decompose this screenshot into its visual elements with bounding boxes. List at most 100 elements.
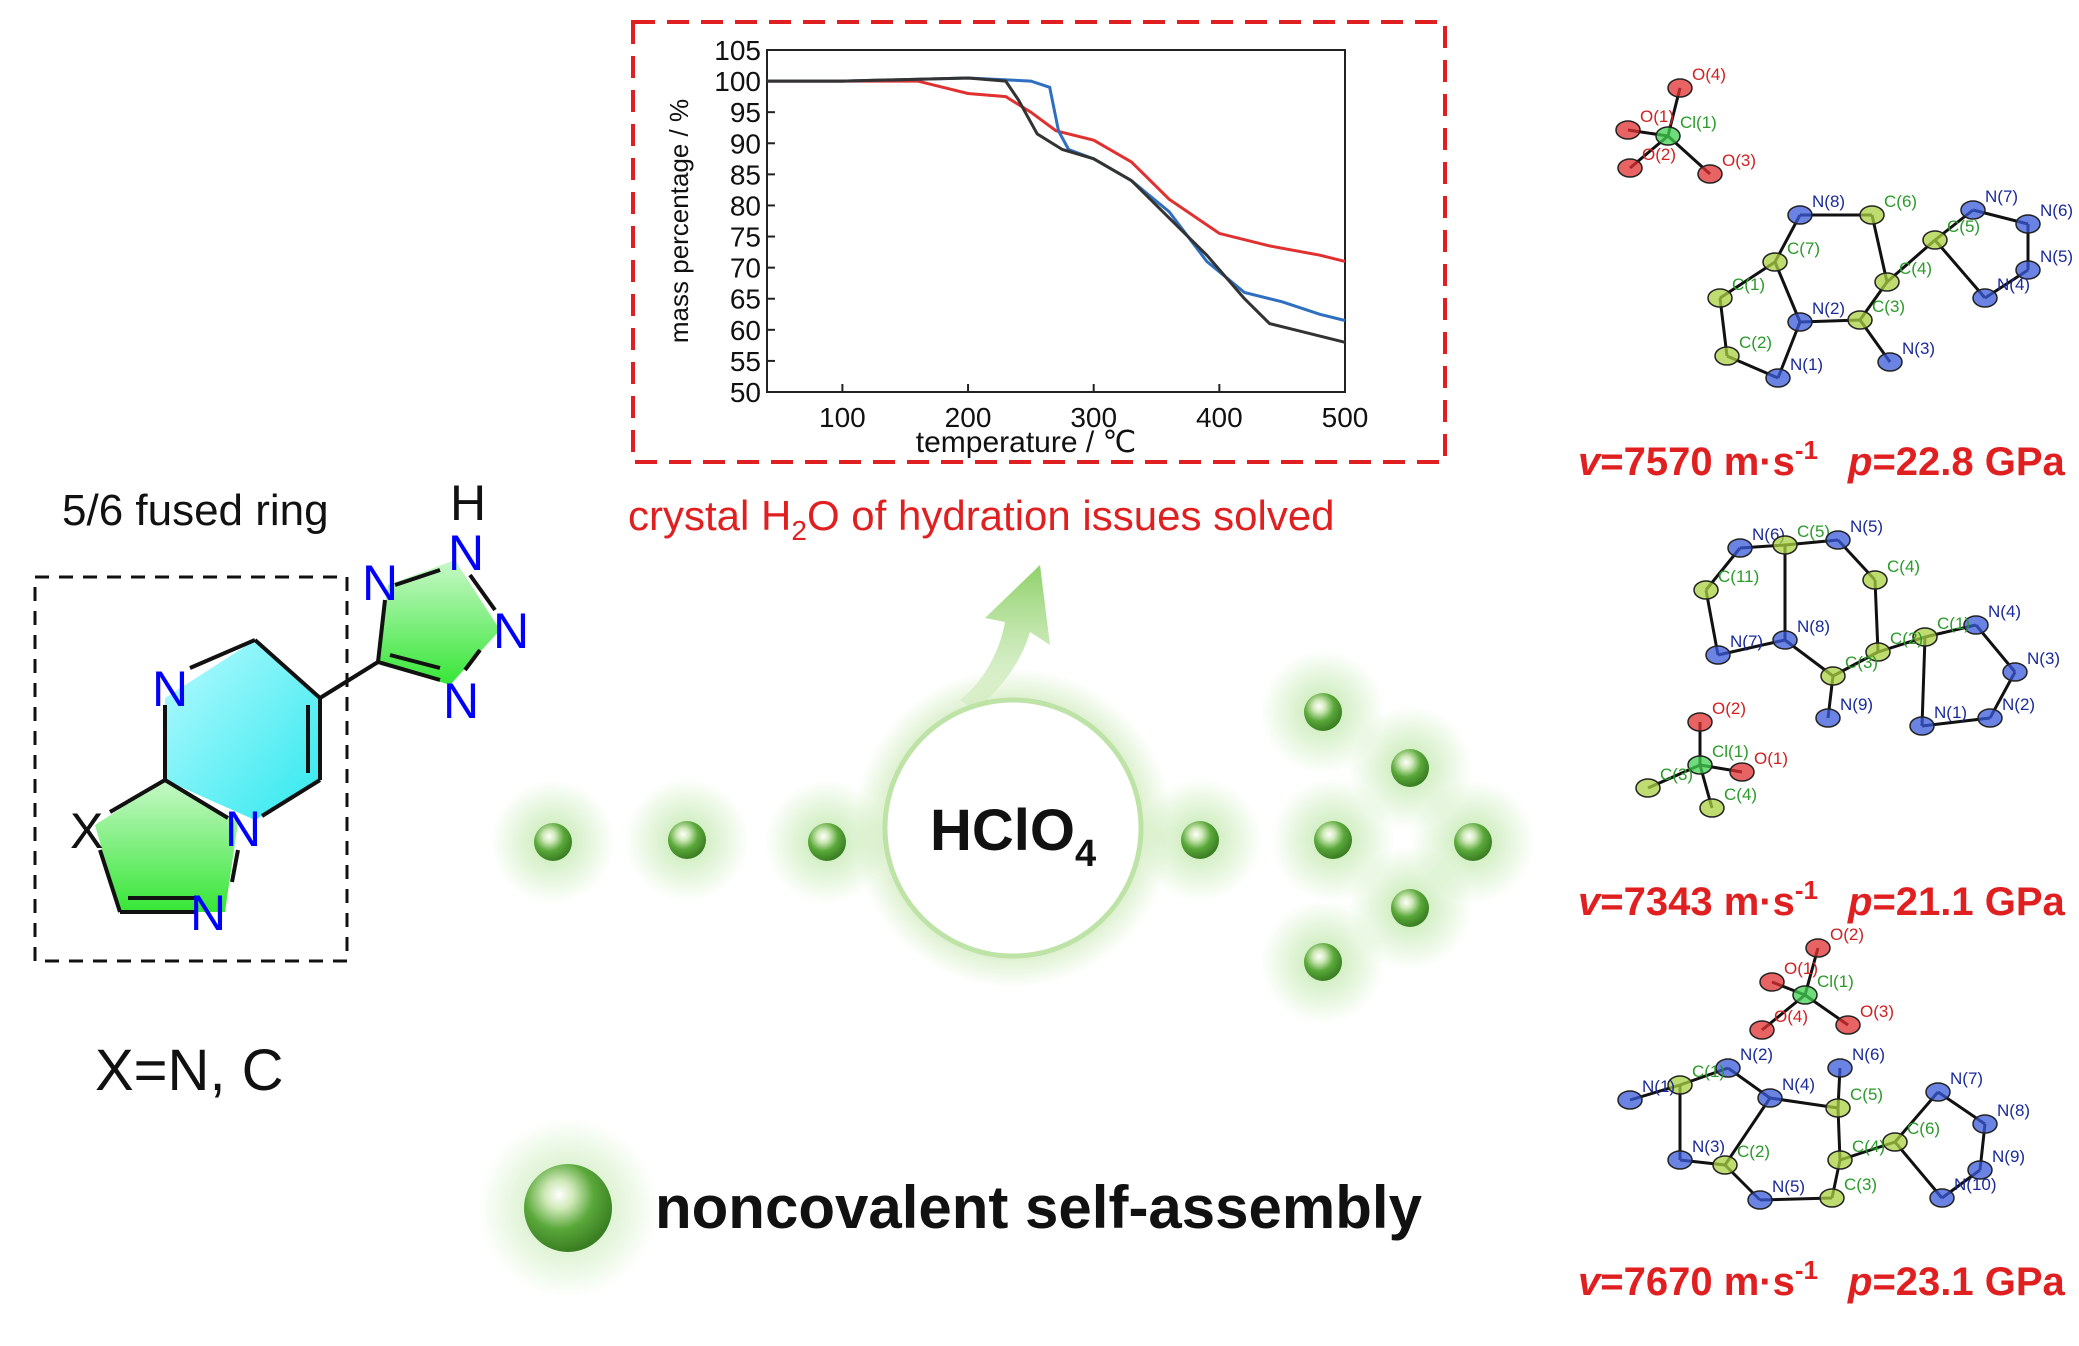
atom-ellipsoid [1819, 1188, 1845, 1208]
atom-ellipsoid [1925, 1082, 1951, 1102]
tga-dashed-frame [631, 20, 1447, 464]
atom-ellipsoid [1687, 755, 1713, 775]
assembly-sphere [534, 823, 572, 861]
atom-label: C(1) [1937, 614, 1970, 633]
atom-ellipsoid [1805, 938, 1831, 958]
atom-label: N(2) [1812, 299, 1845, 318]
atom-ellipsoid [1977, 708, 2003, 728]
atom-ellipsoid [1707, 288, 1733, 308]
assembly-sphere [808, 823, 846, 861]
atom-ellipsoid [1963, 615, 1989, 635]
atom-label: N(2) [1740, 1045, 1773, 1064]
y-tick-label: 100 [714, 66, 761, 97]
atom-label: O(1) [1784, 959, 1818, 978]
atom-label: N(6) [2040, 201, 2073, 220]
atom-label: C(2) [1737, 1142, 1770, 1161]
crystal-structure-3: O(2) O(1)Cl(1) O(4) O(3) N(2) C(1) N(4) C(5) N(6… [1617, 925, 2030, 1210]
atom-label: C(6) [1884, 192, 1917, 211]
atom-n-bridge: N [225, 801, 261, 857]
atom-ellipsoid [1727, 538, 1753, 558]
atom-label: N(8) [1797, 617, 1830, 636]
assembly-spheres [491, 650, 1535, 1024]
atom-ellipsoid [1865, 642, 1891, 662]
assembly-sphere [1391, 749, 1429, 787]
atom-label: Cl(1) [1817, 972, 1854, 991]
y-tick-label: 80 [730, 190, 761, 221]
assembly-sphere [1181, 821, 1219, 859]
atom-ellipsoid [1877, 352, 1903, 372]
atom-ellipsoid [1667, 78, 1693, 98]
atom-ellipsoid [1687, 712, 1713, 732]
atom-ellipsoid [1759, 972, 1785, 992]
atom-label: C(3) [1660, 765, 1693, 784]
x-tick-label: 400 [1196, 402, 1243, 433]
atom-ellipsoid [1772, 535, 1798, 555]
atom-ellipsoid [1847, 310, 1873, 330]
atom-ellipsoid [1747, 1190, 1773, 1210]
y-tick-label: 75 [730, 222, 761, 253]
atom-ellipsoid [1827, 1058, 1853, 1078]
y-tick-label: 55 [730, 346, 761, 377]
atom-label: N(7) [1730, 632, 1763, 651]
detonation-pressure-3: p=23.1 GPa [1847, 1260, 2066, 1304]
y-tick-label: 85 [730, 159, 761, 190]
atom-label: C(2) [1890, 629, 1923, 648]
y-tick-label: 90 [730, 128, 761, 159]
fused-ring-bonds [98, 638, 380, 914]
atom-ellipsoid [1820, 666, 1846, 686]
atom-ellipsoid [1909, 716, 1935, 736]
atom-label: C(5) [1797, 522, 1830, 541]
atom-label: O(2) [1712, 699, 1746, 718]
atom-n-tetrazole-3: N [493, 603, 529, 659]
y-axis-label: mass percentage / % [664, 99, 694, 343]
atom-ellipsoid [1617, 1090, 1643, 1110]
atom-label: C(3) [1845, 653, 1878, 672]
atom-label: O(1) [1640, 107, 1674, 126]
assembly-sphere [1454, 823, 1492, 861]
up-arrow-icon [960, 565, 1050, 710]
atom-label: C(4) [1852, 1137, 1885, 1156]
atom-ellipsoid [1757, 1088, 1783, 1108]
atom-label: C(4) [1899, 259, 1932, 278]
atom-label: N(5) [1772, 1177, 1805, 1196]
legend-label: noncovalent self-assembly [655, 1174, 1423, 1241]
atom-label: N(3) [1692, 1137, 1725, 1156]
atom-ellipsoid [1697, 164, 1723, 184]
fused-ring-molecule: 5/6 fused ring N N N X [33, 475, 529, 1103]
atom-n-tetrazole-4: N [443, 673, 479, 729]
atom-ellipsoid [1862, 570, 1888, 590]
atom-label: N(9) [1992, 1147, 2025, 1166]
bond [1933, 239, 1987, 299]
atom-ellipsoid [1882, 1132, 1908, 1152]
atom-ellipsoid [1972, 1114, 1998, 1134]
atom-ellipsoid [1835, 1015, 1861, 1035]
atom-label: C(7) [1787, 239, 1820, 258]
bond [1773, 261, 1802, 323]
bond [1893, 1091, 1940, 1143]
crystal-structures: O(4)O(1) Cl(1)O(2) O(3)N(8) C(6) N(7)N(6)C(5… [1615, 65, 2073, 1210]
atom-label: O(4) [1774, 1007, 1808, 1026]
atom-ellipsoid [1787, 312, 1813, 332]
atom-label: C(4) [1887, 557, 1920, 576]
y-tick-label: 105 [714, 35, 761, 66]
detonation-pressure-1: p=22.8 GPa [1847, 440, 2066, 484]
atom-n-tetrazole-2: N [448, 525, 484, 581]
atom-ellipsoid [1749, 1020, 1775, 1040]
atom-ellipsoid [1714, 346, 1740, 366]
five-membered-ring [95, 780, 238, 912]
six-membered-ring [165, 640, 320, 820]
atom-label: O(2) [1830, 925, 1864, 944]
atom-ellipsoid [1772, 630, 1798, 650]
self-assembly-scheme: HClO4 noncovalent self-assembly [478, 565, 1535, 1298]
atom-ellipsoid [1715, 1058, 1741, 1078]
atom-ellipsoid [1815, 708, 1841, 728]
atom-label: N(1) [1790, 355, 1823, 374]
atom-label: C(1) [1692, 1062, 1725, 1081]
atom-label: O(3) [1722, 151, 1756, 170]
bond [1873, 579, 1880, 653]
fused-ring-dashed-box [33, 575, 349, 963]
atom-ellipsoid [1667, 1150, 1693, 1170]
metrics-row-2: v=7343 m·s-1 p=21.1 GPa [1578, 875, 2066, 924]
detonation-pressure-2: p=21.1 GPa [1847, 880, 2066, 924]
